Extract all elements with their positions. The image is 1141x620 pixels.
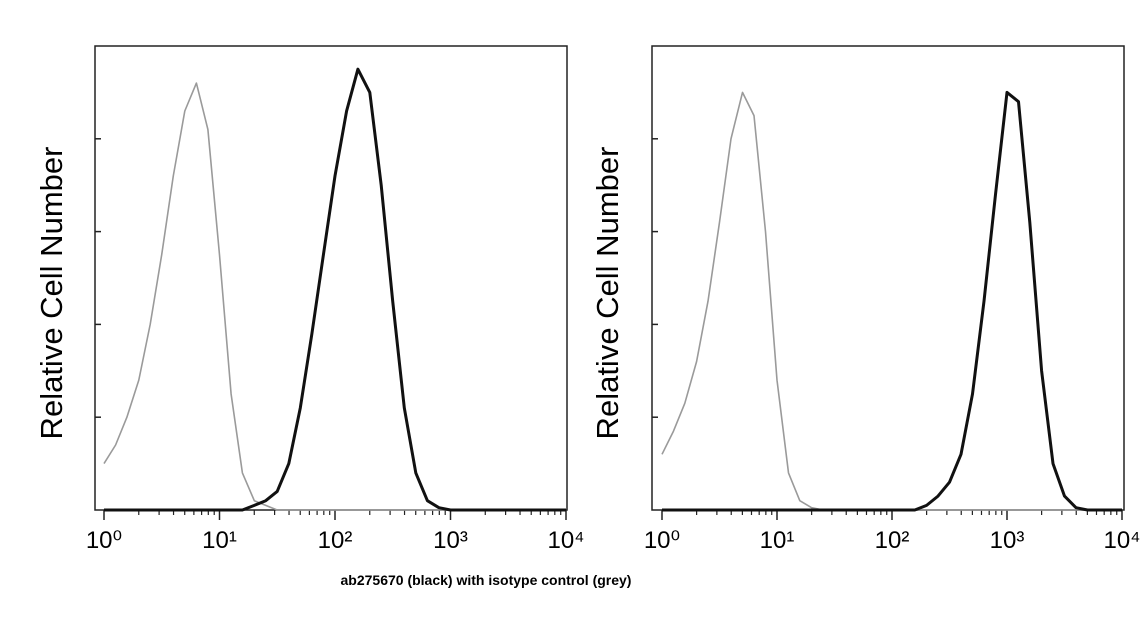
chart: 10⁰ 10¹ 10² 10³ 10⁴ Relative Cell Number — [34, 45, 585, 554]
histogram-line — [661, 91, 1122, 511]
x-tick-label: 10⁰ — [86, 527, 122, 554]
caption: ab275670 (black) with isotype control (g… — [341, 572, 632, 588]
x-tick-label: 10³ — [433, 527, 468, 554]
x-tick-label: 10² — [318, 527, 353, 554]
chart: 10⁰ 10¹ 10² 10³ 10⁴ Relative Cell Number — [590, 45, 1141, 554]
plot-frame — [94, 45, 568, 511]
x-tick-label: 10¹ — [760, 527, 795, 554]
histogram-line — [662, 90, 1122, 512]
y-axis-label: Relative Cell Number — [590, 147, 625, 440]
y-axis-label: Relative Cell Number — [34, 147, 69, 440]
x-tick-label: 10³ — [990, 527, 1025, 554]
x-tick-label: 10⁰ — [644, 527, 680, 554]
x-tick-label: 10² — [875, 527, 910, 554]
plot-frame — [651, 45, 1125, 511]
histogram-line — [103, 82, 566, 511]
x-tick-label: 10⁴ — [1103, 527, 1140, 554]
x-tick-label: 10¹ — [202, 527, 237, 554]
histogram-line — [104, 67, 566, 512]
x-tick-label: 10⁴ — [547, 527, 584, 554]
